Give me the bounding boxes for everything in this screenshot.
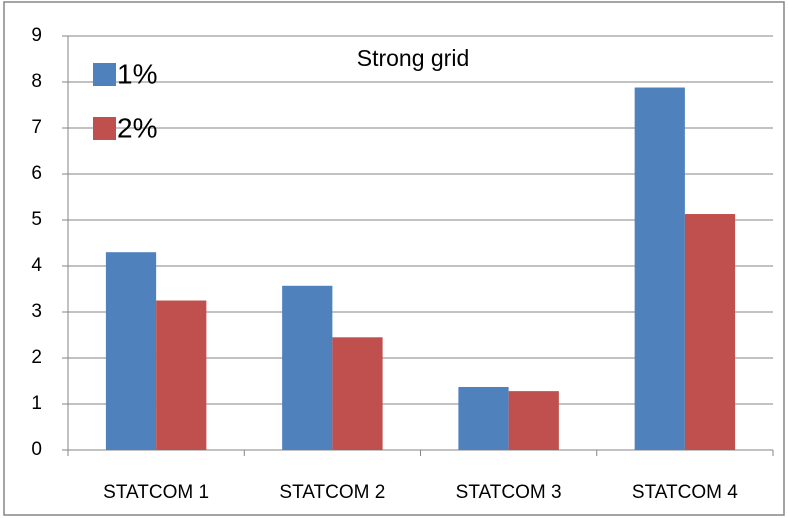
bar <box>508 391 559 450</box>
y-tick-label: 9 <box>31 25 42 46</box>
bar <box>105 252 157 450</box>
y-tick-label: 2 <box>31 347 42 368</box>
y-tick-label: 5 <box>31 209 42 230</box>
y-tick-label: 1 <box>31 393 42 414</box>
y-tick-label: 3 <box>31 301 42 322</box>
bar <box>282 285 333 450</box>
legend-label: 1% <box>117 58 157 89</box>
x-tick-label: STATCOM 4 <box>632 482 738 503</box>
legend-label: 2% <box>117 112 157 143</box>
y-tick-label: 8 <box>31 71 42 92</box>
y-tick-label: 6 <box>31 163 42 184</box>
legend-swatch <box>93 117 116 140</box>
bar <box>332 337 383 450</box>
y-tick-label: 4 <box>31 255 42 276</box>
x-tick-label: STATCOM 1 <box>103 482 209 503</box>
bar <box>684 214 736 450</box>
legend-swatch <box>93 63 116 86</box>
y-tick-label: 0 <box>31 439 42 460</box>
y-tick-label: 7 <box>31 117 42 138</box>
x-tick-label: STATCOM 2 <box>279 482 385 503</box>
chart-title: Strong grid <box>357 45 470 71</box>
bar <box>634 87 685 451</box>
x-tick-label: STATCOM 3 <box>456 482 562 503</box>
bar <box>458 386 509 450</box>
bar <box>156 300 207 450</box>
